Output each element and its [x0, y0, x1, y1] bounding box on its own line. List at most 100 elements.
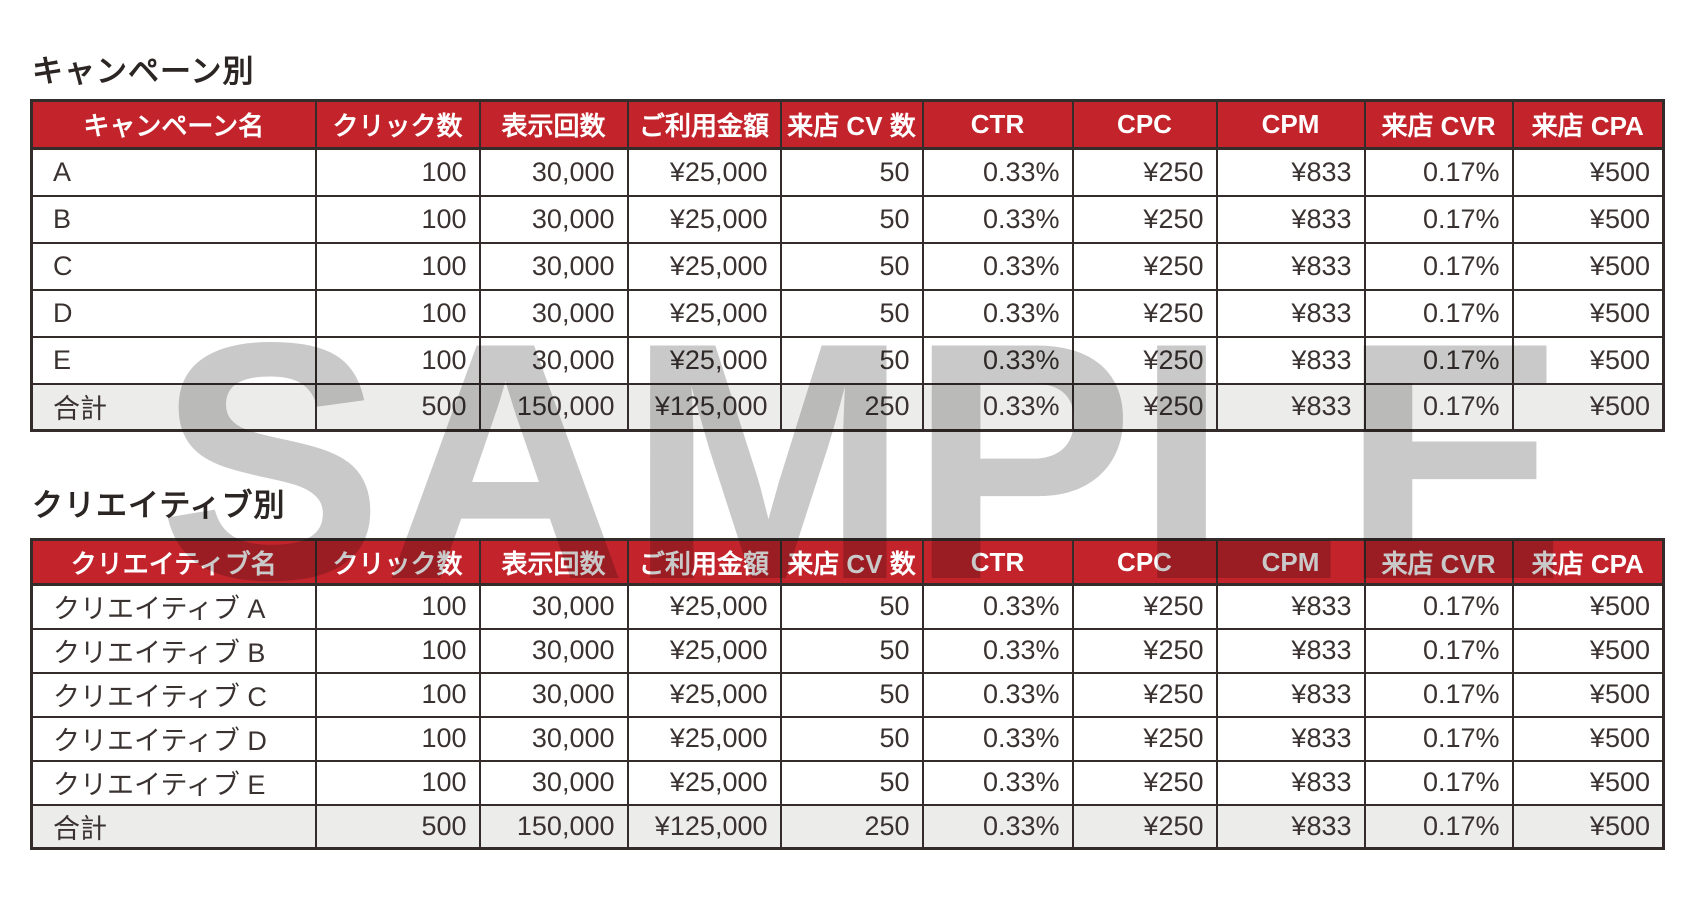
data-cell: 500: [314, 382, 481, 432]
header-cell: CPC: [1071, 99, 1218, 150]
name-cell: C: [30, 241, 317, 291]
header-cell: 来店 CPA: [1511, 538, 1665, 586]
data-cell: ¥125,000: [626, 382, 782, 432]
data-cell: ¥833: [1215, 671, 1366, 718]
data-cell: ¥25,000: [626, 627, 782, 674]
data-cell: ¥250: [1071, 335, 1218, 385]
header-cell: クリック数: [314, 538, 481, 586]
header-cell: キャンペーン名: [30, 99, 317, 150]
table-row: クリエイティブ D 100 30,000 ¥25,000 50 0.33% ¥250 ¥833…: [30, 715, 1665, 762]
data-cell: ¥500: [1511, 759, 1665, 806]
campaign-table: キャンペーン名 クリック数 表示回数 ご利用金額 来店 CV 数 CTR CPC CPM 来店 …: [30, 99, 1665, 432]
data-cell: ¥500: [1511, 715, 1665, 762]
data-cell: ¥833: [1215, 803, 1366, 850]
data-cell: 50: [779, 759, 924, 806]
header-cell: 表示回数: [478, 99, 629, 150]
data-cell: 30,000: [478, 147, 629, 197]
data-cell: ¥25,000: [626, 288, 782, 338]
data-cell: ¥833: [1215, 627, 1366, 674]
header-cell: 来店 CVR: [1363, 538, 1514, 586]
campaign-table-body: A 100 30,000 ¥25,000 50 0.33% ¥250 ¥833 0.17% ¥50…: [30, 147, 1665, 432]
data-cell: ¥833: [1215, 759, 1366, 806]
name-cell: B: [30, 194, 317, 244]
creative-table-body: クリエイティブ A 100 30,000 ¥25,000 50 0.33% ¥250 ¥833…: [30, 583, 1665, 850]
creative-table-header: クリエイティブ名 クリック数 表示回数 ご利用金額 来店 CV 数 CTR CPC CPM 来店…: [30, 538, 1665, 586]
data-cell: 0.17%: [1363, 627, 1514, 674]
header-cell: 来店 CVR: [1363, 99, 1514, 150]
data-cell: 0.33%: [921, 288, 1074, 338]
header-cell: 来店 CV 数: [779, 538, 924, 586]
data-cell: 30,000: [478, 288, 629, 338]
header-cell: CTR: [921, 99, 1074, 150]
data-cell: 100: [314, 194, 481, 244]
data-cell: 150,000: [478, 803, 629, 850]
data-cell: 30,000: [478, 671, 629, 718]
data-cell: ¥500: [1511, 241, 1665, 291]
data-cell: 100: [314, 288, 481, 338]
data-cell: ¥250: [1071, 194, 1218, 244]
data-cell: 250: [779, 803, 924, 850]
data-cell: 0.17%: [1363, 583, 1514, 630]
data-cell: 50: [779, 671, 924, 718]
table-row: クリエイティブ B 100 30,000 ¥25,000 50 0.33% ¥250 ¥833…: [30, 627, 1665, 674]
data-cell: 50: [779, 715, 924, 762]
data-cell: 50: [779, 288, 924, 338]
data-cell: 0.33%: [921, 715, 1074, 762]
name-cell: クリエイティブ A: [30, 583, 317, 630]
data-cell: ¥250: [1071, 583, 1218, 630]
header-cell: CTR: [921, 538, 1074, 586]
header-cell: クリック数: [314, 99, 481, 150]
data-cell: 50: [779, 583, 924, 630]
data-cell: 0.33%: [921, 382, 1074, 432]
creative-table: クリエイティブ名 クリック数 表示回数 ご利用金額 来店 CV 数 CTR CPC CPM 来店…: [30, 538, 1665, 850]
total-label-cell: 合計: [30, 803, 317, 850]
data-cell: ¥833: [1215, 715, 1366, 762]
data-cell: 100: [314, 627, 481, 674]
table-row: D 100 30,000 ¥25,000 50 0.33% ¥250 ¥833 0.17% ¥50…: [30, 288, 1665, 338]
data-cell: 100: [314, 241, 481, 291]
data-cell: 0.33%: [921, 147, 1074, 197]
data-cell: ¥500: [1511, 147, 1665, 197]
data-cell: 50: [779, 335, 924, 385]
data-cell: 0.17%: [1363, 241, 1514, 291]
header-cell: CPC: [1071, 538, 1218, 586]
data-cell: ¥500: [1511, 194, 1665, 244]
data-cell: ¥25,000: [626, 241, 782, 291]
data-cell: ¥25,000: [626, 671, 782, 718]
name-cell: クリエイティブ D: [30, 715, 317, 762]
data-cell: 100: [314, 147, 481, 197]
data-cell: 0.17%: [1363, 335, 1514, 385]
data-cell: 500: [314, 803, 481, 850]
data-cell: 30,000: [478, 194, 629, 244]
data-cell: 250: [779, 382, 924, 432]
name-cell: A: [30, 147, 317, 197]
data-cell: 0.33%: [921, 194, 1074, 244]
campaign-table-header: キャンペーン名 クリック数 表示回数 ご利用金額 来店 CV 数 CTR CPC CPM 来店 …: [30, 99, 1665, 150]
name-cell: E: [30, 335, 317, 385]
data-cell: ¥250: [1071, 627, 1218, 674]
data-cell: 0.33%: [921, 759, 1074, 806]
data-cell: 0.17%: [1363, 715, 1514, 762]
data-cell: 150,000: [478, 382, 629, 432]
data-cell: 100: [314, 715, 481, 762]
data-cell: 0.17%: [1363, 147, 1514, 197]
data-cell: ¥833: [1215, 583, 1366, 630]
header-cell: 来店 CV 数: [779, 99, 924, 150]
data-cell: ¥500: [1511, 583, 1665, 630]
table-row: B 100 30,000 ¥25,000 50 0.33% ¥250 ¥833 0.17% ¥50…: [30, 194, 1665, 244]
data-cell: 0.33%: [921, 671, 1074, 718]
data-cell: 30,000: [478, 759, 629, 806]
name-cell: D: [30, 288, 317, 338]
total-row: 合計 500 150,000 ¥125,000 250 0.33% ¥250 ¥833 0.17…: [30, 382, 1665, 432]
data-cell: 50: [779, 194, 924, 244]
data-cell: 0.17%: [1363, 803, 1514, 850]
data-cell: ¥500: [1511, 671, 1665, 718]
data-cell: ¥250: [1071, 288, 1218, 338]
total-row: 合計 500 150,000 ¥125,000 250 0.33% ¥250 ¥833 0.17…: [30, 803, 1665, 850]
data-cell: 0.33%: [921, 803, 1074, 850]
data-cell: ¥25,000: [626, 147, 782, 197]
data-cell: 30,000: [478, 241, 629, 291]
data-cell: ¥25,000: [626, 583, 782, 630]
creative-table-title: クリエイティブ別: [32, 488, 286, 523]
name-cell: クリエイティブ B: [30, 627, 317, 674]
